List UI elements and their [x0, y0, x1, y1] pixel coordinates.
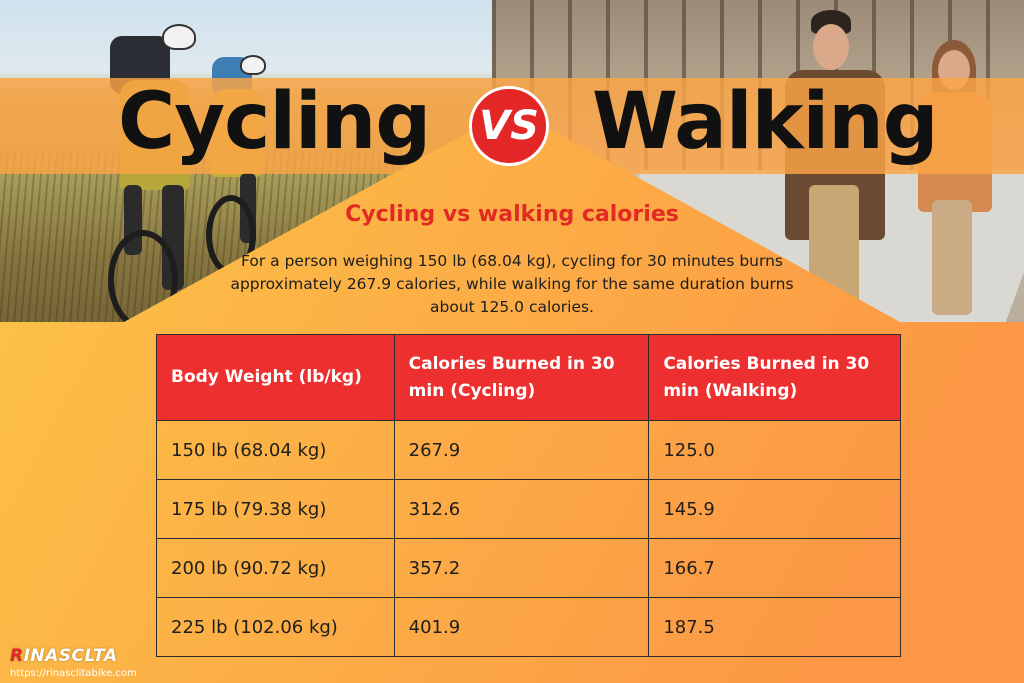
brand-url: https://rinasclitabike.com [10, 668, 137, 679]
cell-body-weight: 225 lb (102.06 kg) [156, 597, 395, 657]
cell-cycling-calories: 357.2 [393, 538, 650, 598]
section-description: For a person weighing 150 lb (68.04 kg),… [230, 252, 794, 316]
table-row: 225 lb (102.06 kg) 401.9 187.5 [156, 597, 901, 657]
calories-table: Body Weight (lb/kg) Calories Burned in 3… [156, 334, 901, 657]
cell-walking-calories: 166.7 [648, 538, 901, 598]
cell-walking-calories: 187.5 [648, 597, 901, 657]
table-header-row: Body Weight (lb/kg) Calories Burned in 3… [156, 334, 901, 421]
title-cycling: Cycling [118, 77, 431, 167]
table-row: 175 lb (79.38 kg) 312.6 145.9 [156, 479, 901, 539]
cell-cycling-calories: 312.6 [393, 479, 650, 539]
vs-badge-icon: VS [469, 86, 549, 166]
section-subtitle: Cycling vs walking calories [345, 202, 679, 227]
cell-walking-calories: 145.9 [648, 479, 901, 539]
cell-cycling-calories: 267.9 [393, 420, 650, 480]
table-row: 150 lb (68.04 kg) 267.9 125.0 [156, 420, 901, 480]
header-cycling-calories: Calories Burned in 30 min (Cycling) [393, 334, 650, 421]
cell-cycling-calories: 401.9 [393, 597, 650, 657]
table-row: 200 lb (90.72 kg) 357.2 166.7 [156, 538, 901, 598]
title-walking: Walking [592, 77, 939, 167]
cell-body-weight: 175 lb (79.38 kg) [156, 479, 395, 539]
header-body-weight: Body Weight (lb/kg) [156, 334, 395, 421]
cell-body-weight: 150 lb (68.04 kg) [156, 420, 395, 480]
cell-walking-calories: 125.0 [648, 420, 901, 480]
brand-logo: RINASCLTA [10, 646, 118, 666]
header-walking-calories: Calories Burned in 30 min (Walking) [648, 334, 901, 421]
cell-body-weight: 200 lb (90.72 kg) [156, 538, 395, 598]
